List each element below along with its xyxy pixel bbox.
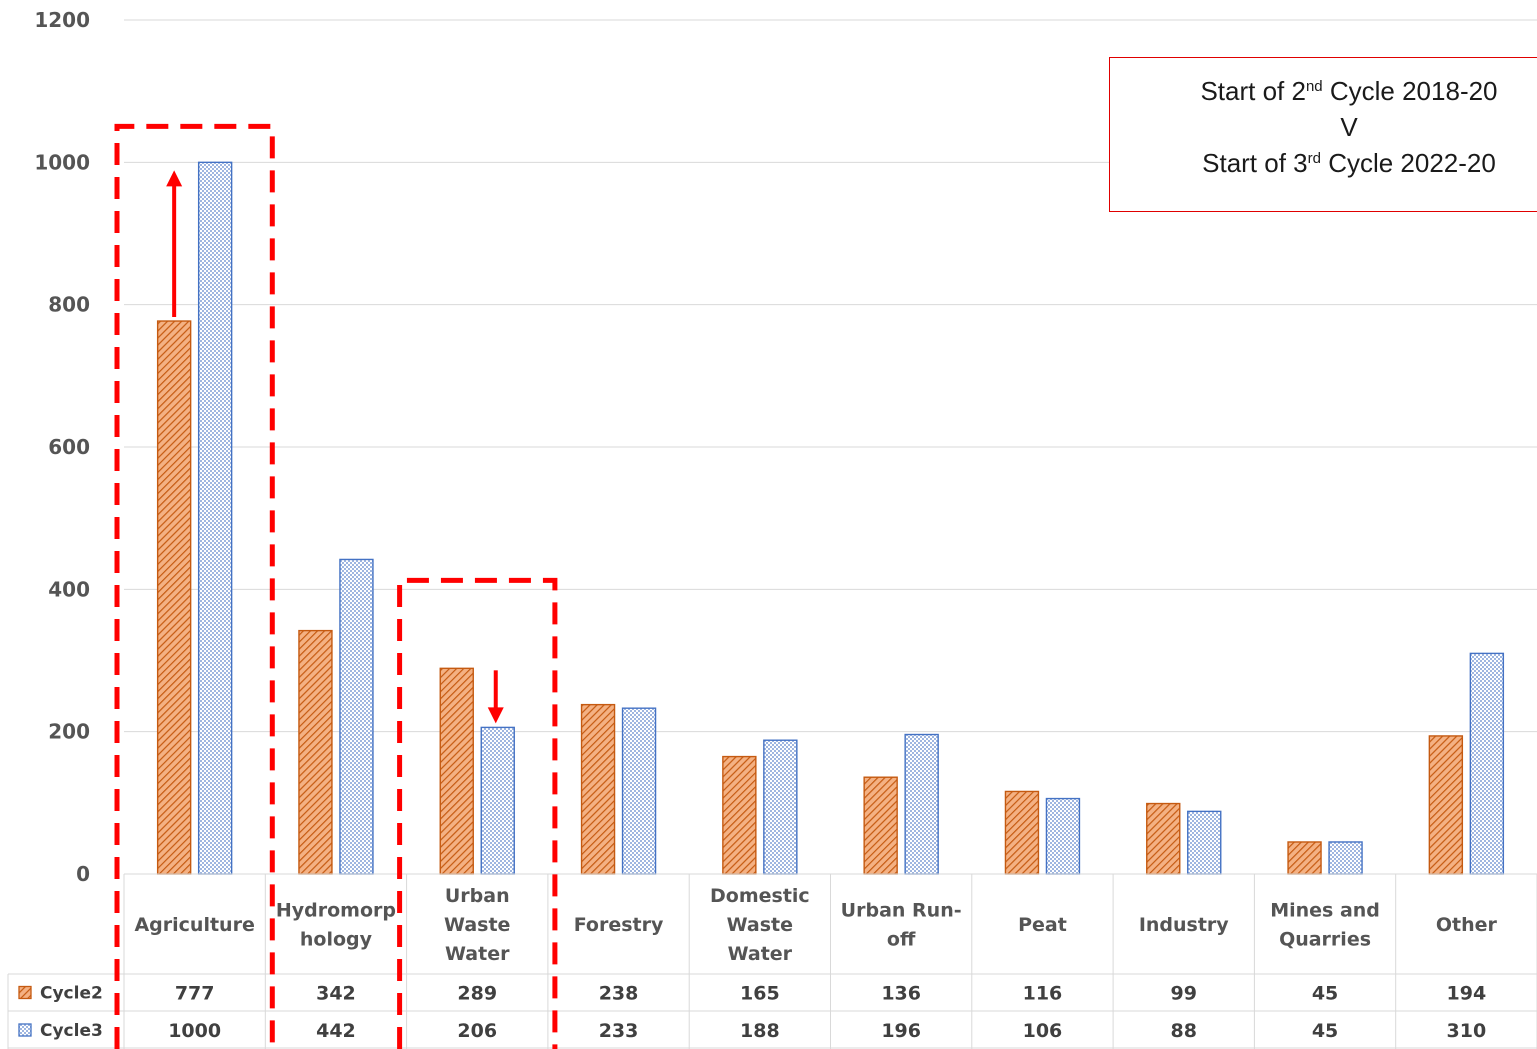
annotations xyxy=(114,123,558,1049)
bar-cycle2 xyxy=(580,703,616,875)
legend-label-cycle2: Cycle2 xyxy=(40,984,103,1004)
bar-cycle3 xyxy=(904,733,939,875)
comparison-line-1: Start of 2nd Cycle 2018-20 xyxy=(1110,73,1537,109)
data-label-cycle3: 1000 xyxy=(168,1020,221,1042)
legend-key-cycle2 xyxy=(18,985,32,1000)
data-label-cycle2: 342 xyxy=(316,983,356,1005)
data-label-cycle2: 194 xyxy=(1447,983,1487,1005)
category-label: Domestic xyxy=(710,885,810,907)
y-tick-label: 1000 xyxy=(34,150,90,174)
bar-cycle2 xyxy=(156,320,192,875)
category-label: Industry xyxy=(1139,914,1229,936)
y-tick-label: 200 xyxy=(48,720,90,744)
bar-cycle2 xyxy=(1287,841,1322,875)
y-tick-label: 800 xyxy=(48,293,90,317)
data-label-cycle2: 99 xyxy=(1171,983,1197,1005)
line1-suffix: Cycle 2018-20 xyxy=(1322,76,1498,106)
category-label: Water xyxy=(728,943,793,965)
legend-label-cycle3: Cycle3 xyxy=(40,1021,103,1041)
line3-suffix: Cycle 2022-20 xyxy=(1320,148,1496,178)
line3-sup: rd xyxy=(1307,150,1321,167)
bar-cycle3 xyxy=(763,739,798,875)
line3-prefix: Start of 3 xyxy=(1202,148,1308,178)
bar-cycle2 xyxy=(298,629,333,875)
y-tick-label: 1200 xyxy=(34,8,90,32)
bars xyxy=(156,161,1505,875)
data-label-cycle3: 188 xyxy=(740,1020,780,1042)
data-label-cycle3: 206 xyxy=(457,1020,497,1042)
bar-cycle3 xyxy=(1469,652,1505,875)
y-axis-ticks: 0 200 400 600 800 1000 1200 xyxy=(34,8,90,886)
bar-cycle3 xyxy=(621,707,657,875)
bar-cycle3 xyxy=(1187,810,1222,875)
y-tick-label: 0 xyxy=(76,862,90,886)
data-label-cycle3: 442 xyxy=(316,1020,356,1042)
y-tick-label: 400 xyxy=(48,577,90,601)
highlight-box xyxy=(397,577,558,1049)
category-label: Peat xyxy=(1018,914,1067,936)
data-label-cycle3: 106 xyxy=(1023,1020,1063,1042)
bar-cycle2 xyxy=(1146,802,1181,875)
bar-cycle2 xyxy=(439,667,474,875)
category-label: Water xyxy=(445,943,510,965)
bar-cycle2 xyxy=(1004,790,1040,875)
category-label: Hydromorp xyxy=(276,900,396,922)
category-label: Mines and xyxy=(1270,900,1380,922)
comparison-line-3: Start of 3rd Cycle 2022-20 xyxy=(1110,145,1537,181)
category-label: Quarries xyxy=(1279,929,1371,951)
arrow-down-head xyxy=(487,707,504,724)
data-label-cycle3: 88 xyxy=(1171,1020,1197,1042)
category-label: hology xyxy=(300,929,373,951)
data-label-cycle2: 45 xyxy=(1312,983,1338,1005)
data-table: Agriculture Hydromorp hology Urban Waste Wate… xyxy=(7,873,1537,1049)
data-label-cycle2: 238 xyxy=(599,983,639,1005)
category-label: Forestry xyxy=(574,914,664,936)
data-label-cycle2: 116 xyxy=(1023,983,1063,1005)
bar-cycle3 xyxy=(339,558,374,875)
comparison-line-2: V xyxy=(1110,109,1537,145)
bar-cycle3 xyxy=(1328,841,1363,875)
data-label-cycle2: 777 xyxy=(175,983,215,1005)
data-label-cycle3: 45 xyxy=(1312,1020,1338,1042)
category-label: off xyxy=(887,929,916,951)
data-label-cycle2: 136 xyxy=(881,983,921,1005)
legend-key-cycle3 xyxy=(18,1023,32,1037)
bar-cycle3 xyxy=(197,161,233,875)
cycle-comparison-box: Start of 2nd Cycle 2018-20 V Start of 3r… xyxy=(1109,57,1537,212)
category-label: Urban Run- xyxy=(841,900,962,922)
bar-cycle3 xyxy=(480,726,515,875)
highlight-box xyxy=(114,123,275,1049)
line1-prefix: Start of 2 xyxy=(1200,76,1306,106)
arrow-up-head xyxy=(166,170,183,187)
data-label-cycle2: 289 xyxy=(457,983,497,1005)
category-label: Waste xyxy=(727,914,793,936)
category-label: Urban xyxy=(445,885,510,907)
bar-cycle3 xyxy=(1045,797,1081,875)
bar-cycle2 xyxy=(1428,735,1464,875)
category-label: Waste xyxy=(444,914,510,936)
line2-text: V xyxy=(1340,112,1358,142)
bar-cycle2 xyxy=(722,755,757,875)
data-label-cycle3: 310 xyxy=(1447,1020,1487,1042)
y-tick-label: 600 xyxy=(48,435,90,459)
bar-cycle2 xyxy=(863,776,898,875)
data-label-cycle3: 196 xyxy=(881,1020,921,1042)
category-label: Agriculture xyxy=(134,914,254,936)
data-label-cycle3: 233 xyxy=(599,1020,639,1042)
data-label-cycle2: 165 xyxy=(740,983,780,1005)
line1-sup: nd xyxy=(1305,78,1323,95)
category-label: Other xyxy=(1436,914,1498,936)
